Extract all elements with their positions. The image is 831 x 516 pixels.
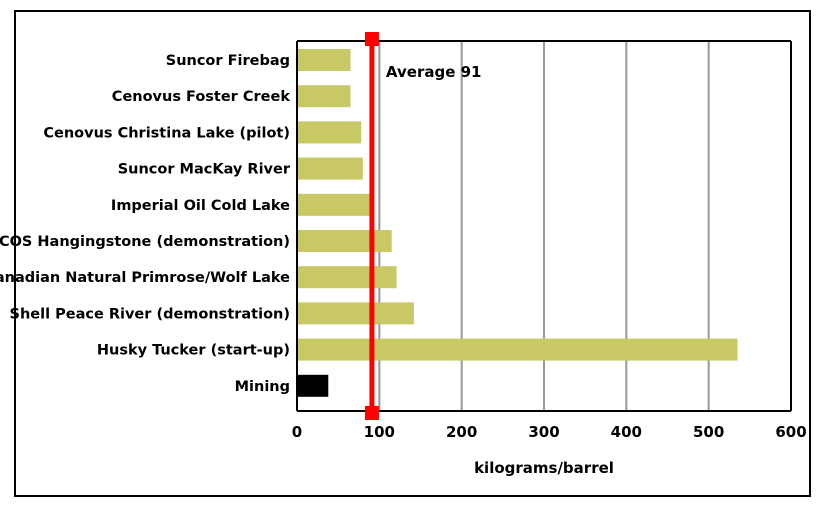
- category-label-3: Suncor MacKay River: [118, 162, 291, 178]
- average-reference: Average 91: [364, 32, 482, 420]
- bar-4: [298, 193, 370, 216]
- average-line-bottom-cap: [364, 406, 379, 420]
- average-line-top-cap: [364, 32, 379, 46]
- x-tick-labels: 0 100 200 300 400 500 600: [292, 423, 807, 441]
- bars: [298, 49, 738, 397]
- x-tick-label-100: 100: [364, 423, 395, 441]
- bar-8: [298, 338, 738, 361]
- category-label-6: Canadian Natural Primrose/Wolf Lake: [0, 270, 290, 286]
- bar-3: [298, 157, 363, 180]
- category-label-5: JACOS Hangingstone (demonstration): [0, 234, 290, 250]
- category-labels: Suncor Firebag Cenovus Foster Creek Cenovu…: [0, 53, 291, 395]
- average-label: Average 91: [386, 63, 482, 81]
- x-axis-title: kilograms/barrel: [474, 459, 614, 477]
- category-label-7: Shell Peace River (demonstration): [10, 306, 290, 322]
- category-label-0: Suncor Firebag: [166, 53, 290, 69]
- category-label-8: Husky Tucker (start-up): [97, 343, 290, 359]
- bar-7: [298, 302, 414, 325]
- x-tick-label-300: 300: [528, 423, 559, 441]
- bar-9: [298, 374, 329, 397]
- category-label-1: Cenovus Foster Creek: [112, 89, 291, 105]
- category-label-9: Mining: [235, 379, 290, 395]
- bar-5: [298, 230, 392, 252]
- category-label-2: Cenovus Christina Lake (pilot): [43, 125, 290, 141]
- category-label-4: Imperial Oil Cold Lake: [111, 198, 290, 214]
- bar-6: [298, 266, 397, 289]
- bar-0: [298, 49, 351, 71]
- bar-1: [298, 85, 351, 108]
- axes: [296, 40, 792, 412]
- x-tick-label-200: 200: [446, 423, 477, 441]
- x-tick-label-500: 500: [693, 423, 724, 441]
- x-tick-label-0: 0: [292, 423, 302, 441]
- x-tick-label-400: 400: [611, 423, 642, 441]
- chart-frame: [14, 10, 811, 497]
- bar-2: [298, 121, 362, 144]
- x-tick-label-600: 600: [775, 423, 806, 441]
